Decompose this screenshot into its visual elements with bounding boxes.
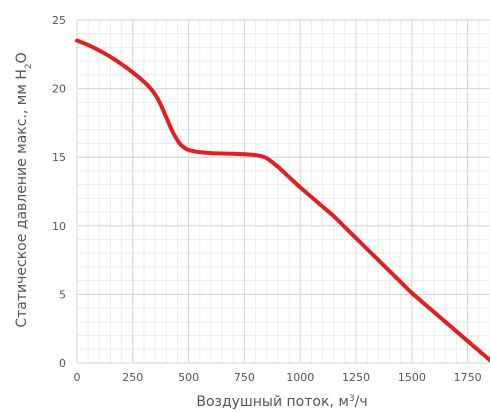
x-tick-label: 1500 [398,371,426,384]
x-axis-label-suffix: /ч [355,394,368,410]
x-axis-label-superscript: 3 [349,394,355,404]
x-tick-label: 0 [74,371,81,384]
tick-labels: 0 250 500 750 1000 1250 1500 1750 0 5 10 15 20 25 [52,14,482,384]
y-tick-label: 0 [59,357,66,370]
x-tick-label: 1750 [454,371,482,384]
x-tick-label: 1000 [286,371,314,384]
y-tick-label: 20 [52,83,66,96]
series-line [75,38,490,363]
x-tick-label: 1250 [342,371,370,384]
y-axis-label: Статическое давление макс., мм H2O [14,52,34,327]
x-tick-label: 500 [178,371,199,384]
x-axis-label-main: Воздушный поток, м [196,394,349,410]
y-tick-label: 15 [52,151,66,164]
y-axis-label-subscript: 2 [24,63,34,69]
x-tick-label: 750 [234,371,255,384]
grid [76,19,490,364]
y-tick-label: 10 [52,220,66,233]
y-axis-label-main: Статическое давление макс., мм H [14,69,30,328]
series-layer [75,38,490,363]
y-tick-label: 25 [52,14,66,27]
x-axis-label: Воздушный поток, м3/ч [196,394,367,410]
y-axis-label-suffix: O [14,52,30,63]
x-tick-label: 250 [122,371,143,384]
y-tick-label: 5 [59,288,66,301]
